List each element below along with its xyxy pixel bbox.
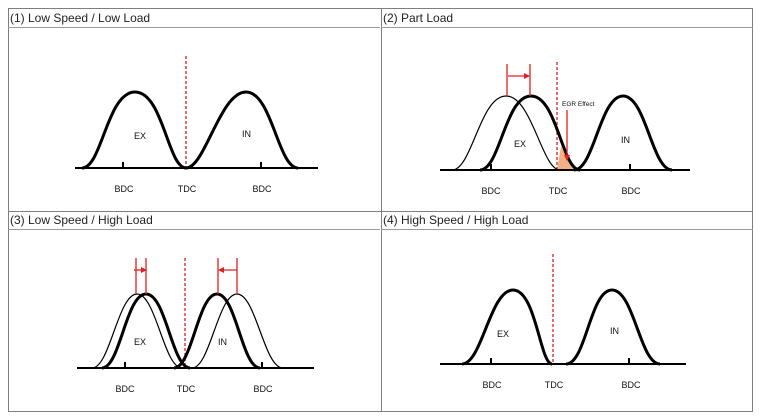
panel-1-tdc-label: TDC [178,184,197,194]
panel-3-title-rule [8,229,380,230]
panel-2-ex-label: EX [514,139,526,149]
panel-3-ex-curve-shifted [101,292,191,370]
grid-vertical-divider [381,9,382,411]
panel-4-in-curve [565,288,661,366]
panel-3-bdc-left-label: BDC [115,384,135,394]
panel-4-title-rule [381,229,753,230]
panel-3-tdc-label: TDC [177,384,196,394]
grid-horizontal-divider [9,211,752,212]
panel-3-ex-curve-baseline [91,293,183,369]
panel-4: EX IN BDC TDC BDC [440,254,686,390]
panel-3-bdc-right-label: BDC [253,384,273,394]
panel-1-title-rule [8,27,380,28]
panel-2-ex-curve-shifted [479,94,581,172]
panel-4-in-label: IN [610,326,619,336]
panel-3-in-curve-shifted [173,292,261,370]
panel-1: EX IN BDC TDC BDC [75,56,318,194]
panel-4-ex-label: EX [497,329,509,339]
panel-4-bdc-right-label: BDC [621,380,641,390]
panel-3-in-label: IN [218,337,227,347]
panel-2-bdc-left-label: BDC [481,186,501,196]
panel-3: EX IN BDC TDC BDC [77,258,314,394]
panel-2-in-curve [573,94,673,172]
panel-3-ex-label: EX [134,337,146,347]
panel-1-in-label: IN [242,129,251,139]
panel-1-ex-curve [81,90,187,170]
panel-4-title: (4) High Speed / High Load [383,213,529,227]
diagram-grid [8,8,753,412]
panel-4-bdc-left-label: BDC [482,380,502,390]
panel-2-bdc-right-label: BDC [621,186,641,196]
panel-1-ex-label: EX [134,131,146,141]
panel-2-ex-curve-baseline [451,95,561,171]
panel-2-title: (2) Part Load [383,11,454,25]
panel-4-ex-curve [461,288,553,366]
panel-2-egr-label: EGR Effect [562,101,595,108]
panel-2-egr-overlap-area [557,146,578,170]
panel-1-title: (1) Low Speed / Low Load [10,11,151,25]
panel-1-bdc-left-label: BDC [114,184,134,194]
panel-4-tdc-label: TDC [545,380,564,390]
panel-1-in-curve [185,90,299,170]
panel-2: EGR Effect EX IN BDC TDC BDC [440,62,690,196]
panel-2-title-rule [381,27,753,28]
panel-1-bdc-right-label: BDC [252,184,272,194]
panel-3-title: (3) Low Speed / High Load [10,213,153,227]
panel-2-in-label: IN [621,135,630,145]
panel-2-tdc-label: TDC [549,186,568,196]
